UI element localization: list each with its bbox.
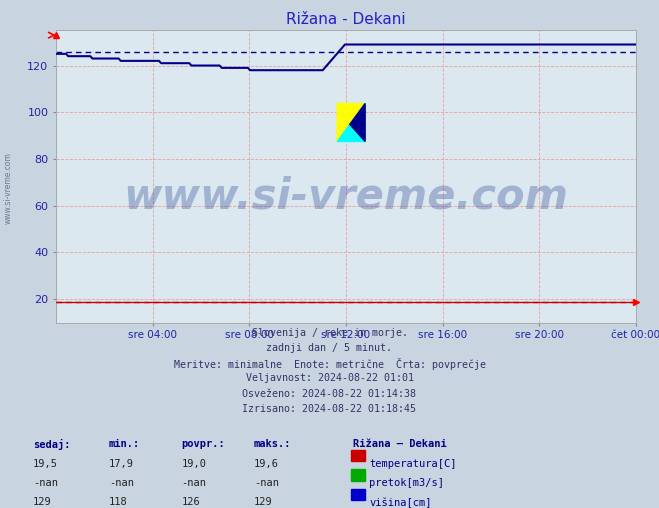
Text: zadnji dan / 5 minut.: zadnji dan / 5 minut. <box>266 343 393 353</box>
Text: 126: 126 <box>181 497 200 507</box>
Title: Rižana - Dekani: Rižana - Dekani <box>286 12 406 26</box>
Text: www.si-vreme.com: www.si-vreme.com <box>3 152 13 224</box>
Text: -nan: -nan <box>33 478 58 488</box>
Polygon shape <box>337 104 365 142</box>
Polygon shape <box>350 104 365 142</box>
Text: www.si-vreme.com: www.si-vreme.com <box>123 176 569 218</box>
Text: 19,6: 19,6 <box>254 459 279 469</box>
Text: 19,5: 19,5 <box>33 459 58 469</box>
Text: maks.:: maks.: <box>254 439 291 450</box>
Text: 118: 118 <box>109 497 127 507</box>
Text: -nan: -nan <box>181 478 206 488</box>
Text: 17,9: 17,9 <box>109 459 134 469</box>
Text: Veljavnost: 2024-08-22 01:01: Veljavnost: 2024-08-22 01:01 <box>246 373 413 384</box>
Text: Rižana – Dekani: Rižana – Dekani <box>353 439 446 450</box>
Text: 19,0: 19,0 <box>181 459 206 469</box>
Polygon shape <box>337 104 365 142</box>
Text: Osveženo: 2024-08-22 01:14:38: Osveženo: 2024-08-22 01:14:38 <box>243 389 416 399</box>
Text: 129: 129 <box>254 497 272 507</box>
Text: min.:: min.: <box>109 439 140 450</box>
Text: pretok[m3/s]: pretok[m3/s] <box>369 478 444 488</box>
Text: Izrisano: 2024-08-22 01:18:45: Izrisano: 2024-08-22 01:18:45 <box>243 404 416 414</box>
Text: -nan: -nan <box>254 478 279 488</box>
Text: -nan: -nan <box>109 478 134 488</box>
Text: 129: 129 <box>33 497 51 507</box>
Text: Meritve: minimalne  Enote: metrične  Črta: povprečje: Meritve: minimalne Enote: metrične Črta:… <box>173 358 486 370</box>
Text: povpr.:: povpr.: <box>181 439 225 450</box>
Text: Slovenija / reke in morje.: Slovenija / reke in morje. <box>252 328 407 338</box>
Text: višina[cm]: višina[cm] <box>369 497 432 507</box>
Text: temperatura[C]: temperatura[C] <box>369 459 457 469</box>
Text: sedaj:: sedaj: <box>33 439 71 451</box>
